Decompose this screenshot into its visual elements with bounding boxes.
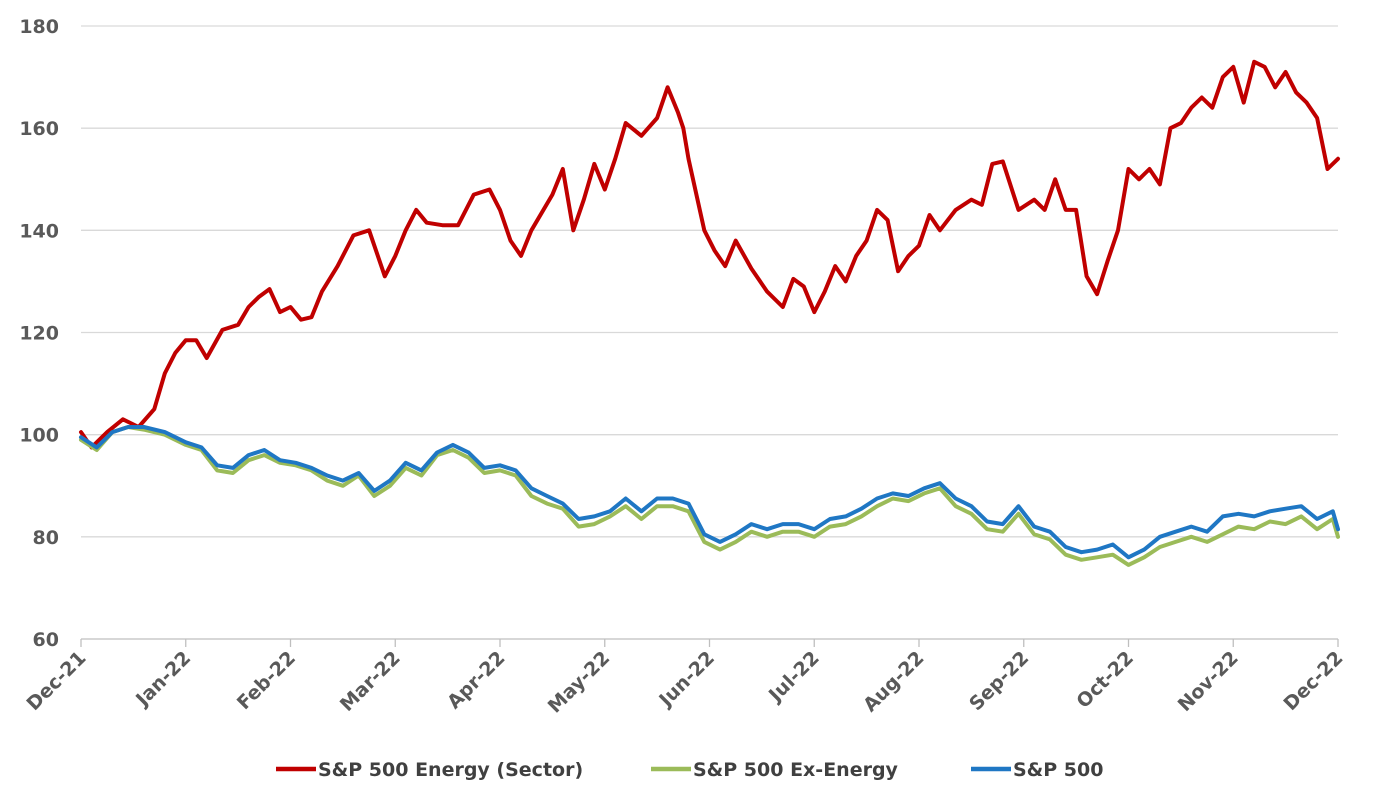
gridlines [81, 25, 1338, 538]
series-line-2 [79, 425, 1340, 560]
x-tick-label: Nov-22 [1174, 647, 1243, 716]
y-tick-label: 120 [19, 323, 59, 345]
y-tick-label: 100 [19, 425, 59, 447]
x-tick-label: Oct-22 [1072, 647, 1138, 713]
x-tick-label: Sep-22 [965, 647, 1033, 715]
legend: S&P 500 Energy (Sector) S&P 500 Ex-Energy… [276, 759, 1103, 781]
y-tick-label: 180 [19, 16, 59, 38]
series-lines [79, 59, 1340, 567]
x-tick-label: Feb-22 [233, 647, 300, 714]
x-tick-label: Jul-22 [763, 647, 823, 707]
x-tick-label: Jun-22 [654, 647, 719, 712]
axes [80, 638, 1339, 647]
x-axis-tick-labels: Dec-21 Jan-22 Feb-22 Mar-22 Apr-22 May-22 Jun-… [22, 647, 1347, 718]
series-line-0 [79, 59, 1340, 450]
legend-label-0: S&P 500 Energy (Sector) [318, 759, 583, 781]
y-axis-tick-labels: 60 80 100 120 140 160 180 [19, 16, 59, 651]
legend-label-2: S&P 500 [1013, 759, 1103, 781]
x-tick-label: Dec-22 [1279, 647, 1347, 715]
x-tick-label: Mar-22 [336, 647, 405, 716]
legend-label-1: S&P 500 Ex-Energy [693, 759, 899, 781]
y-tick-label: 140 [19, 220, 59, 242]
y-tick-label: 80 [33, 527, 59, 549]
x-tick-label: Jan-22 [130, 647, 195, 712]
y-tick-label: 60 [33, 629, 59, 651]
y-tick-label: 160 [19, 118, 59, 140]
x-tick-label: Aug-22 [859, 647, 928, 716]
x-tick-label: Apr-22 [443, 647, 509, 713]
x-tick-label: Dec-21 [22, 647, 90, 715]
series-line-1 [79, 425, 1340, 567]
x-tick-label: May-22 [544, 647, 615, 718]
